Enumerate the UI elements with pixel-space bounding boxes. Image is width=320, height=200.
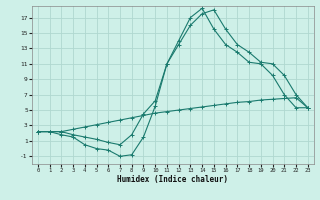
X-axis label: Humidex (Indice chaleur): Humidex (Indice chaleur)	[117, 175, 228, 184]
